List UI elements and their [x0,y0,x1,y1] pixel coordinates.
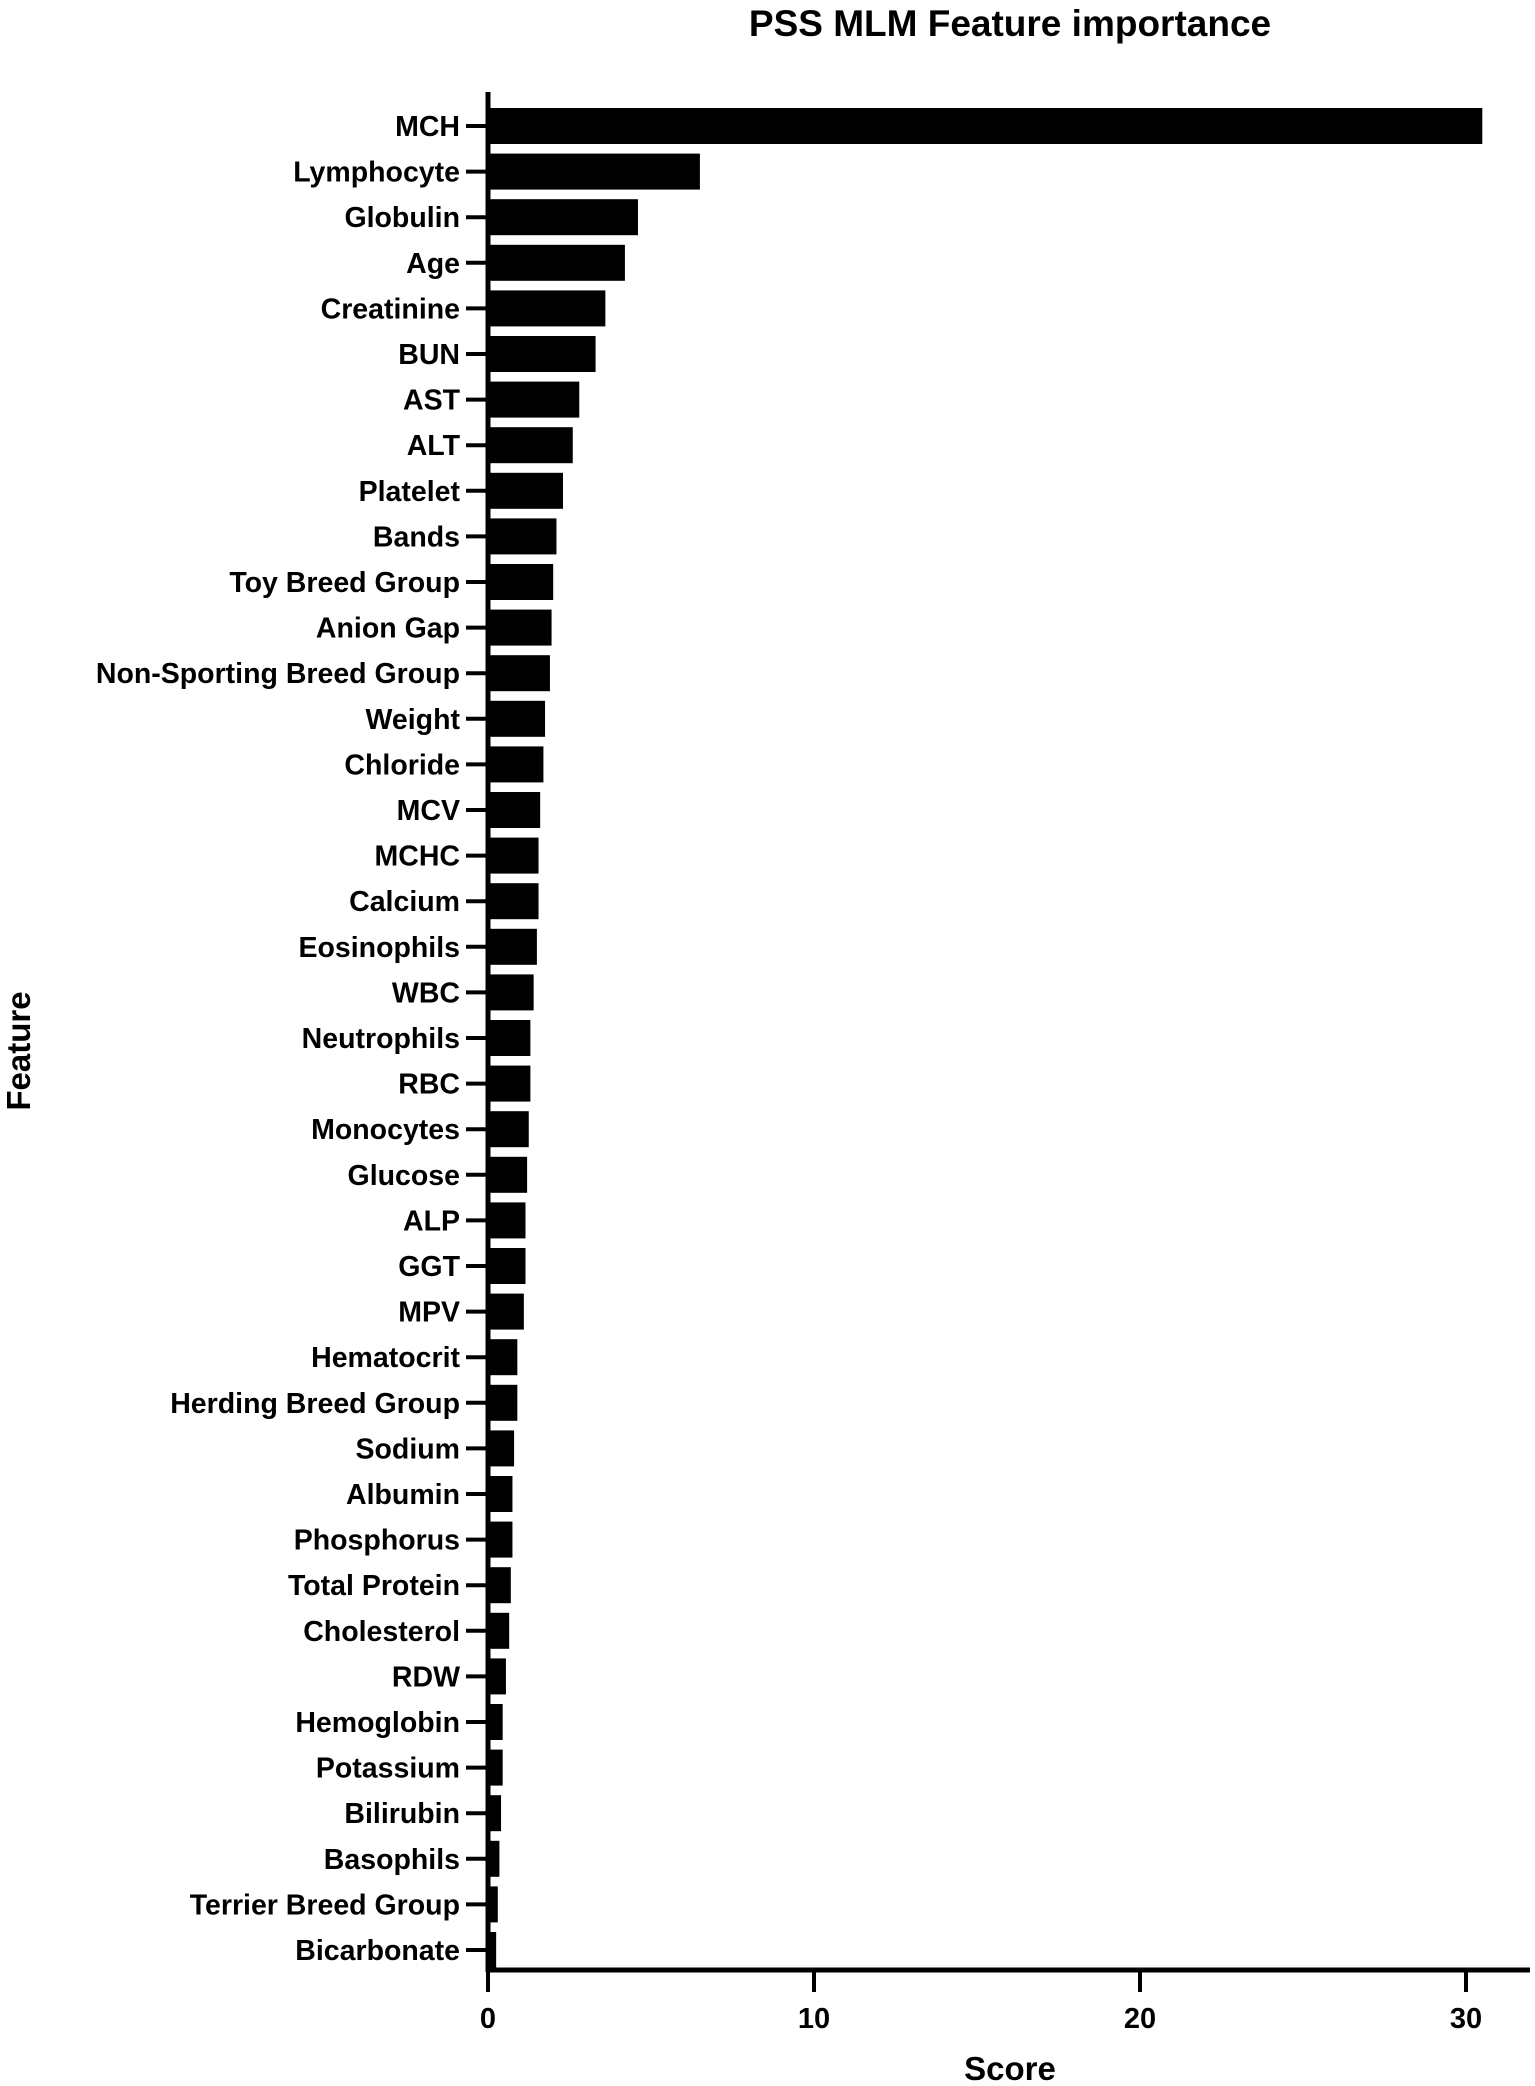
bar-alt [488,427,573,464]
category-label: Terrier Breed Group [190,1889,460,1921]
category-label: GGT [398,1251,460,1283]
bar-rbc [488,1065,531,1102]
x-axis-ticks: 0 10 20 30 [480,1970,1482,2035]
bar-sodium [488,1430,515,1467]
bar-chloride [488,746,544,783]
bar-bicarbonate [488,1932,497,1968]
category-label: MCHC [375,841,461,873]
bar-neutrophils [488,1020,531,1056]
category-label: WBC [392,977,460,1009]
category-label: MCV [397,795,460,827]
category-label: ALT [407,430,461,462]
category-label: Sodium [356,1433,461,1465]
category-label: Anion Gap [316,613,460,645]
category-label: Lymphocyte [293,157,460,189]
category-label: Bicarbonate [295,1935,460,1967]
category-label: MPV [398,1297,460,1329]
bar-cholesterol [488,1612,510,1649]
bar-weight [488,700,546,737]
category-label: Basophils [324,1844,460,1876]
category-label: Albumin [346,1479,460,1511]
bar-platelet [488,472,563,509]
category-label: Bilirubin [344,1798,460,1830]
category-label: Potassium [316,1753,460,1785]
y-axis-ticks: MCH Lymphocyte Globulin Age Creatinine BUN AST… [96,111,488,1967]
bar-phosphorus [488,1521,513,1558]
bar-wbc [488,974,534,1011]
bar-potassium [488,1749,503,1786]
bar-herding-breed-group [488,1384,518,1421]
bar-age [488,244,625,281]
bar-monocytes [488,1111,529,1148]
bar-bun [488,336,596,372]
category-label: Globulin [344,202,460,234]
bar-terrier-breed-group [488,1886,498,1923]
category-label: Bands [373,521,460,553]
bar-glucose [488,1156,528,1193]
bar-anion-gap [488,609,552,646]
category-label: Age [406,248,460,280]
category-label: Total Protein [288,1570,460,1602]
category-label: Weight [366,704,461,736]
bar-lymphocyte [488,153,700,190]
bar-non-sporting-breed-group [488,655,550,692]
bar-mpv [488,1293,524,1330]
bar-ggt [488,1248,526,1284]
y-axis-title: Feature [0,991,37,1110]
bar-toy-breed-group [488,564,554,600]
category-label: Chloride [344,749,460,781]
category-label: Neutrophils [302,1023,460,1055]
bar-total-protein [488,1567,511,1604]
bar-eosinophils [488,928,537,965]
category-label: Herding Breed Group [170,1388,460,1420]
bar-calcium [488,883,539,920]
category-label: AST [403,385,461,417]
bars-group [488,108,1483,1968]
category-label: Cholesterol [303,1616,460,1648]
category-label: RDW [392,1661,460,1693]
bar-albumin [488,1476,513,1512]
category-label: Non-Sporting Breed Group [96,658,460,690]
category-label: Hemoglobin [295,1707,460,1739]
category-label: MCH [395,111,460,143]
category-label: Hematocrit [311,1342,460,1374]
category-label: BUN [398,339,460,371]
category-label: ALP [403,1205,460,1237]
bar-hemoglobin [488,1704,503,1740]
bar-rdw [488,1658,506,1695]
bar-basophils [488,1840,500,1877]
x-tick-label: 0 [480,2003,496,2035]
category-label: Calcium [349,886,460,918]
bar-mchc [488,837,539,874]
bar-ast [488,381,580,418]
bar-mch [488,108,1483,144]
category-label: Phosphorus [294,1525,460,1557]
x-tick-label: 20 [1124,2003,1156,2035]
category-label: Glucose [348,1160,460,1192]
category-label: RBC [398,1069,460,1101]
category-label: Eosinophils [298,932,460,964]
bar-hematocrit [488,1339,518,1376]
bar-bilirubin [488,1795,502,1832]
category-label: Monocytes [311,1114,460,1146]
x-tick-label: 30 [1450,2003,1482,2035]
bar-bands [488,518,557,555]
bar-alp [488,1202,526,1239]
category-label: Platelet [359,476,461,508]
bar-globulin [488,199,638,236]
category-label: Toy Breed Group [229,567,460,599]
chart-title: PSS MLM Feature importance [749,3,1271,44]
category-label: Creatinine [321,293,460,325]
bar-mcv [488,792,541,828]
x-axis-title: Score [964,2050,1056,2086]
bar-creatinine [488,290,606,327]
x-tick-label: 10 [798,2003,830,2035]
